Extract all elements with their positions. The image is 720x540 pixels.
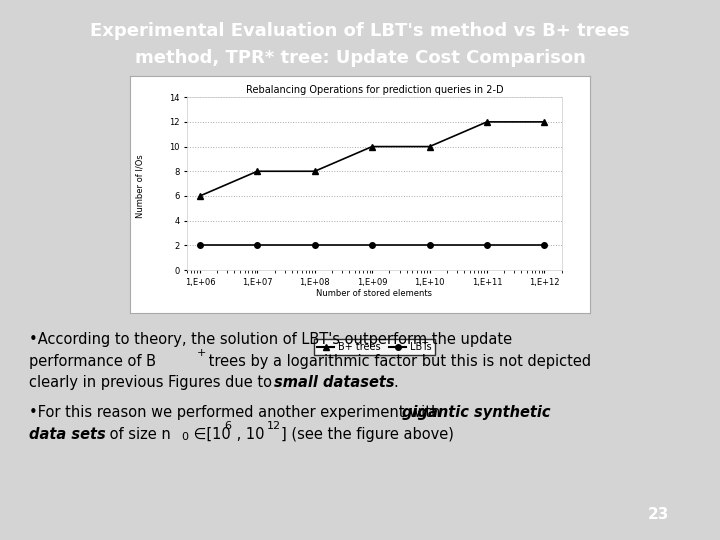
Line: LBTs: LBTs [197, 242, 547, 248]
LBTs [368, 242, 377, 248]
Text: ∈[10: ∈[10 [189, 427, 230, 442]
Text: ] (see the figure above): ] (see the figure above) [281, 427, 454, 442]
Text: small datasets: small datasets [274, 375, 395, 390]
B+ trees [482, 119, 491, 125]
Text: Number of I/Os: Number of I/Os [136, 154, 145, 218]
X-axis label: Number of stored elements: Number of stored elements [316, 289, 433, 299]
LBTs [310, 242, 319, 248]
Text: •According to theory, the solution of LBT's outperform the update: •According to theory, the solution of LB… [29, 332, 512, 347]
B+ trees [426, 143, 434, 150]
Line: B+ trees: B+ trees [197, 118, 548, 199]
B+ trees [196, 193, 204, 199]
B+ trees [310, 168, 319, 174]
Text: data sets: data sets [29, 427, 106, 442]
B+ trees [368, 143, 377, 150]
LBTs [196, 242, 204, 248]
Text: 12: 12 [267, 421, 282, 431]
Text: of size n: of size n [105, 427, 171, 442]
Text: , 10: , 10 [232, 427, 264, 442]
B+ trees [253, 168, 261, 174]
LBTs [540, 242, 549, 248]
Text: method, TPR* tree: Update Cost Comparison: method, TPR* tree: Update Cost Compariso… [135, 49, 585, 66]
Text: clearly in previous Figures due to: clearly in previous Figures due to [29, 375, 276, 390]
Title: Rebalancing Operations for prediction queries in 2-D: Rebalancing Operations for prediction qu… [246, 85, 503, 95]
Text: trees by a logarithmic factor but this is not depicted: trees by a logarithmic factor but this i… [204, 354, 592, 369]
Text: +: + [197, 348, 206, 359]
LBTs [482, 242, 491, 248]
Text: 0: 0 [181, 432, 189, 442]
Text: .: . [394, 375, 399, 390]
LBTs [426, 242, 434, 248]
B+ trees [540, 119, 549, 125]
Text: performance of B: performance of B [29, 354, 156, 369]
Text: Experimental Evaluation of LBT's method vs B+ trees: Experimental Evaluation of LBT's method … [90, 22, 630, 40]
Text: 23: 23 [648, 507, 670, 522]
LBTs [253, 242, 261, 248]
Legend: B+ trees, LBTs: B+ trees, LBTs [314, 339, 435, 355]
Text: gigantic synthetic: gigantic synthetic [402, 405, 550, 420]
Text: •For this reason we performed another experiment with: •For this reason we performed another ex… [29, 405, 445, 420]
Text: 6: 6 [225, 421, 232, 431]
